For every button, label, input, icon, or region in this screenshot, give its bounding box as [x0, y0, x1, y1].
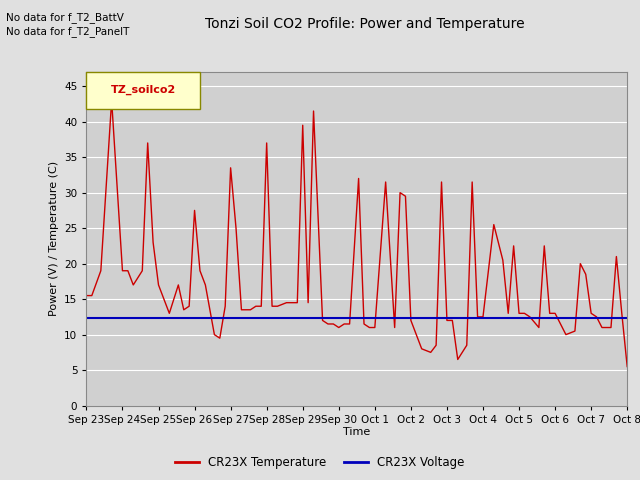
Text: No data for f_T2_BattV: No data for f_T2_BattV: [6, 12, 124, 23]
X-axis label: Time: Time: [343, 427, 371, 437]
Legend: CR23X Temperature, CR23X Voltage: CR23X Temperature, CR23X Voltage: [170, 452, 470, 474]
Text: TZ_soilco2: TZ_soilco2: [111, 85, 176, 96]
FancyBboxPatch shape: [86, 72, 200, 108]
Text: No data for f_T2_PanelT: No data for f_T2_PanelT: [6, 26, 130, 37]
Text: Tonzi Soil CO2 Profile: Power and Temperature: Tonzi Soil CO2 Profile: Power and Temper…: [205, 17, 525, 31]
Y-axis label: Power (V) / Temperature (C): Power (V) / Temperature (C): [49, 161, 59, 316]
